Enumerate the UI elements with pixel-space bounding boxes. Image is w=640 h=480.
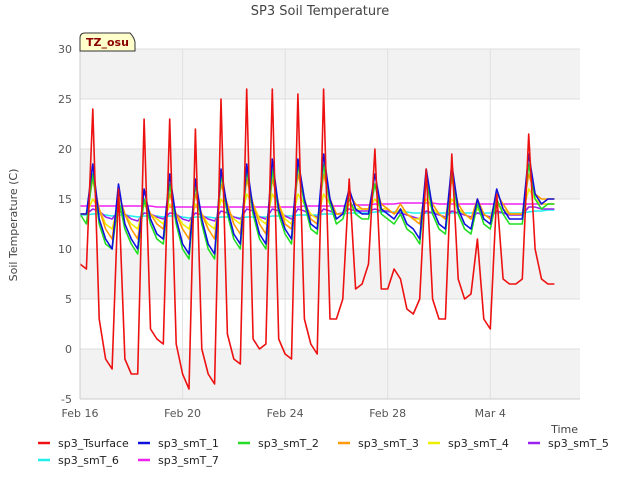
plot-band <box>80 49 580 99</box>
x-tick-label: Feb 16 <box>62 407 99 420</box>
plot-area <box>80 49 580 399</box>
y-tick-label: 0 <box>65 343 72 356</box>
series-line-sp3_Tsurface <box>79 88 555 390</box>
plot-background <box>80 49 580 399</box>
x-axis-label: Time <box>550 423 578 436</box>
axes: -5 0 5 10 15 20 25 30 Feb 16 Feb 20 Feb 24 Feb 28 Ma… <box>58 43 580 420</box>
annotation-box-shape <box>79 32 136 52</box>
y-axis-label: Soil Temperature (C) <box>7 169 20 282</box>
legend-label-sp3_smT_5: sp3_smT_5 <box>548 437 609 450</box>
annotation-label: TZ_osu <box>86 36 129 49</box>
legend-label-sp3_smT_3: sp3_smT_3 <box>358 437 419 450</box>
annotation-box: TZ_osu <box>79 32 136 52</box>
y-tick-label: 5 <box>65 293 72 306</box>
x-tick-label: Feb 28 <box>369 407 406 420</box>
y-tick-label: 15 <box>58 193 72 206</box>
legend-label-sp3_smT_7: sp3_smT_7 <box>158 454 219 467</box>
x-tick-label: Mar 4 <box>475 407 506 420</box>
y-tick-label: 25 <box>58 93 72 106</box>
y-tick-label: 10 <box>58 243 72 256</box>
series-layer <box>79 88 555 390</box>
x-tick-label: Feb 24 <box>267 407 304 420</box>
plot-band <box>80 149 580 199</box>
legend-label-sp3_smT_4: sp3_smT_4 <box>448 437 509 450</box>
legend-label-sp3_smT_6: sp3_smT_6 <box>58 454 119 467</box>
y-tick-label: 30 <box>58 43 72 56</box>
legend-label-sp3_Tsurface: sp3_Tsurface <box>58 437 129 450</box>
y-tick-label: 20 <box>58 143 72 156</box>
y-tick-label: -5 <box>61 393 72 406</box>
x-tick-label: Feb 20 <box>164 407 201 420</box>
series-line-sp3_smT_2 <box>79 163 555 260</box>
legend-label-sp3_smT_2: sp3_smT_2 <box>258 437 319 450</box>
series-line-sp3_smT_1 <box>80 153 555 255</box>
legend-label-sp3_smT_1: sp3_smT_1 <box>158 437 219 450</box>
legend: sp3_Tsurface sp3_smT_1 sp3_smT_2 sp3_smT_3 s… <box>38 437 609 467</box>
plot-band <box>80 349 580 399</box>
chart-title: SP3 Soil Temperature <box>251 4 389 19</box>
